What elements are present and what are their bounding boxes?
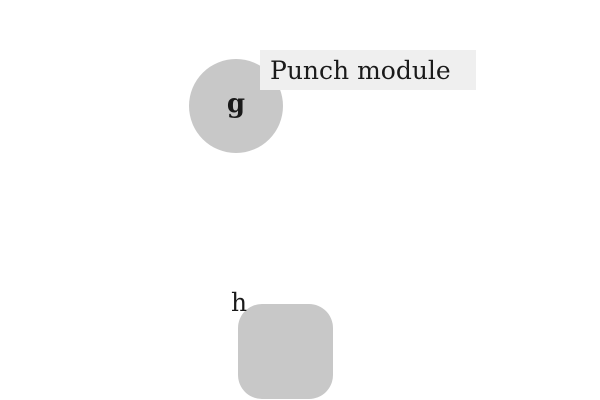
node-h[interactable]	[238, 304, 333, 399]
node-g-tooltip: Punch module	[260, 50, 476, 90]
tooltip-text: Punch module	[270, 55, 451, 85]
node-g-label: g	[226, 89, 246, 119]
node-h-label: h	[231, 288, 248, 317]
